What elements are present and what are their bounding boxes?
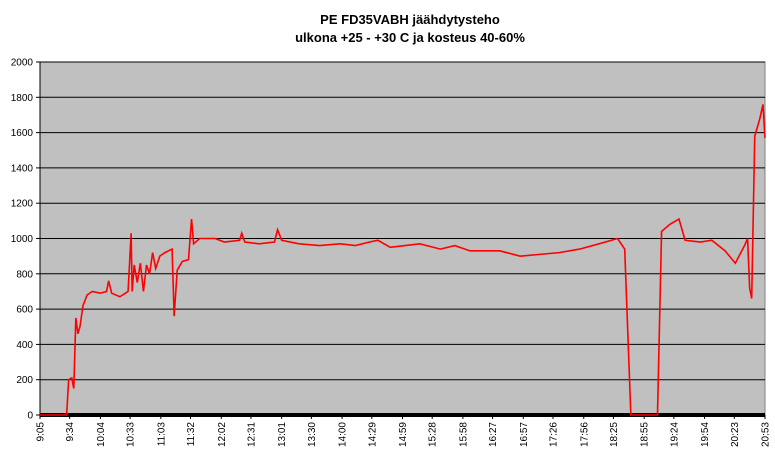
x-tick-label: 14:00 [338,422,349,447]
x-tick-label: 10:33 [126,422,137,447]
x-tick-label: 13:01 [277,422,288,447]
y-tick-label: 1800 [11,93,34,104]
y-tick-label: 1200 [11,199,34,210]
x-tick-label: 17:26 [549,422,560,447]
y-tick-label: 200 [16,375,33,386]
y-tick-label: 400 [16,340,33,351]
x-tick-label: 15:58 [458,422,469,447]
x-tick-label: 16:27 [488,422,499,447]
y-tick-label: 0 [27,411,33,422]
y-tick-label: 2000 [11,58,34,69]
y-tick-label: 600 [16,305,33,316]
data-line [40,104,766,416]
x-tick-label: 19:54 [700,422,711,447]
chart-subtitle: ulkona +25 - +30 C ja kosteus 40-60% [295,30,525,45]
x-tick-label: 12:02 [217,422,228,447]
x-tick-label: 19:24 [669,422,680,447]
x-tick-label: 9:34 [65,422,76,442]
y-tick-label: 800 [16,269,33,280]
x-tick-label: 16:57 [519,422,530,447]
x-tick-label: 18:55 [640,422,651,447]
x-tick-label: 14:29 [367,422,378,447]
y-tick-label: 1000 [11,234,34,245]
x-tick-label: 20:53 [761,422,772,447]
x-tick-label: 20:23 [730,422,741,447]
y-tick-label: 1400 [11,163,34,174]
x-tick-label: 15:28 [428,422,439,447]
chart-title: PE FD35VABH jäähdytysteho [320,12,500,27]
x-tick-label: 12:31 [246,422,257,447]
x-tick-label: 9:05 [36,422,47,442]
y-tick-label: 1600 [11,128,34,139]
x-tick-label: 11:32 [186,422,197,447]
x-tick-label: 14:59 [398,422,409,447]
x-tick-label: 18:25 [609,422,620,447]
x-tick-label: 13:30 [307,422,318,447]
x-tick-label: 17:56 [579,422,590,447]
x-tick-label: 11:03 [156,422,167,447]
x-tick-label: 10:04 [96,422,107,447]
